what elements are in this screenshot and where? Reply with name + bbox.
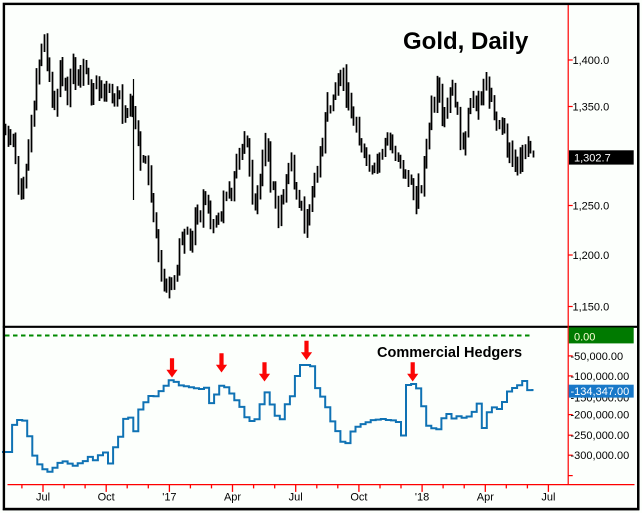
svg-text:Jul: Jul xyxy=(289,492,303,504)
svg-text:Oct: Oct xyxy=(98,492,115,504)
svg-text:1,250.0: 1,250.0 xyxy=(573,201,610,213)
svg-text:-300,000.00: -300,000.00 xyxy=(571,450,630,462)
svg-text:1,302.7: 1,302.7 xyxy=(574,152,611,164)
svg-text:1,150.0: 1,150.0 xyxy=(573,302,610,314)
svg-text:0.00: 0.00 xyxy=(574,331,595,343)
svg-text:'17: '17 xyxy=(162,492,176,504)
svg-text:1,200.0: 1,200.0 xyxy=(573,250,610,262)
svg-text:1,400.0: 1,400.0 xyxy=(573,55,610,67)
svg-text:Commercial Hedgers: Commercial Hedgers xyxy=(377,345,522,361)
svg-text:-100,000.00: -100,000.00 xyxy=(571,371,630,383)
svg-text:Oct: Oct xyxy=(350,492,367,504)
svg-text:'18: '18 xyxy=(415,492,429,504)
svg-text:1,350.0: 1,350.0 xyxy=(573,102,610,114)
svg-text:Jul: Jul xyxy=(541,492,555,504)
svg-text:-200,000.00: -200,000.00 xyxy=(571,410,630,422)
svg-text:Apr: Apr xyxy=(477,492,494,504)
svg-text:Gold, Daily: Gold, Daily xyxy=(403,28,529,55)
svg-text:-250,000.00: -250,000.00 xyxy=(571,430,630,442)
svg-text:-50,000.00: -50,000.00 xyxy=(571,351,624,363)
svg-text:-134,347.00: -134,347.00 xyxy=(571,386,630,398)
svg-text:Apr: Apr xyxy=(224,492,241,504)
svg-text:Jul: Jul xyxy=(36,492,50,504)
